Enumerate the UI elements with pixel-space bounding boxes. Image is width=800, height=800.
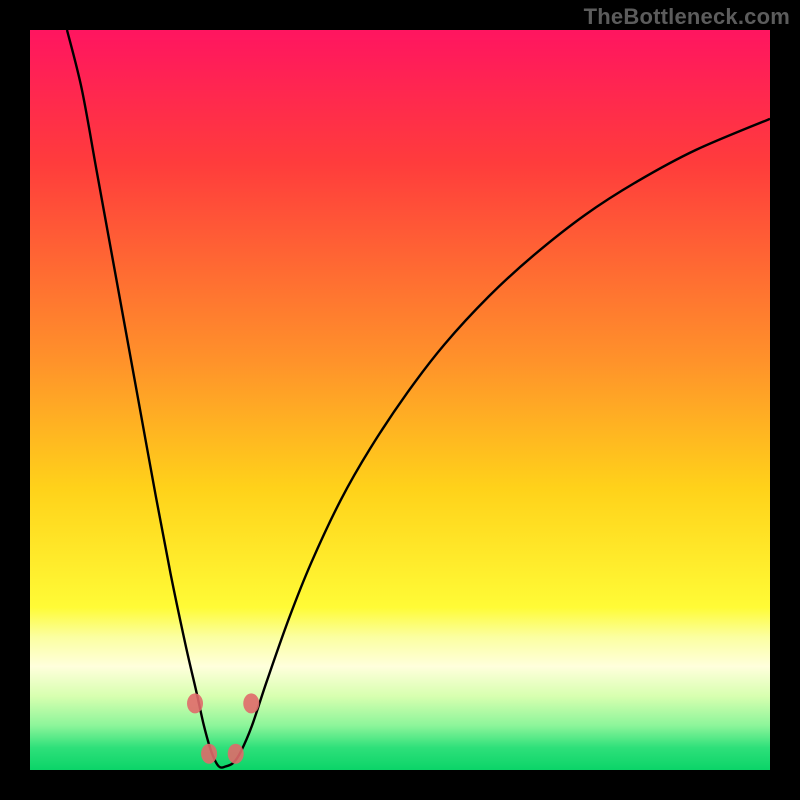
chart-frame: TheBottleneck.com	[0, 0, 800, 800]
curve-marker	[201, 744, 217, 764]
curve-marker	[187, 693, 203, 713]
plot-area	[30, 30, 770, 770]
plot-svg	[30, 30, 770, 770]
curve-marker	[228, 744, 244, 764]
curve-marker	[243, 693, 259, 713]
watermark-text: TheBottleneck.com	[584, 4, 790, 30]
gradient-background	[30, 30, 770, 770]
